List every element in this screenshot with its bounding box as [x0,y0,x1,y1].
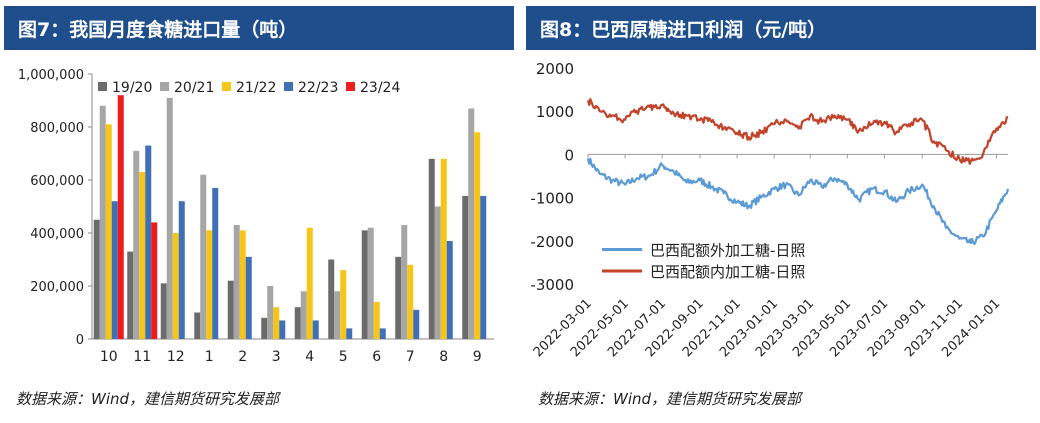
bar [200,174,207,339]
import-profit-panel: 图8：巴西原糖进口利润（元/吨） -3000 -2000 -1000 0 1000 200… [522,0,1040,423]
bar [273,307,280,339]
x-tick-label: 11 [133,349,151,365]
y-tick-label: 1,000,000 [18,68,84,83]
legend-swatch [346,82,355,91]
bar [267,286,274,339]
left-source-note: 数据来源：Wind，建信期货研究发展部 [16,390,280,408]
import-volume-panel: 图7：我国月度食糖进口量（吨） 0 200,000 400,000 600,000 80… [0,0,518,423]
legend-label: 22/23 [298,80,338,96]
bar [117,95,124,339]
bar [194,312,201,339]
bar [133,150,140,339]
legend-swatch [222,82,231,91]
x-tick-label: 5 [339,349,348,365]
legend-swatch [284,82,293,91]
bar [428,158,435,339]
import-profit-chart: -3000-2000-10000100020002022-03-012022-0… [530,60,1010,360]
bar [413,309,420,339]
bar [233,225,240,339]
bar [395,256,402,339]
x-tick-label: 3 [272,349,281,365]
legend-label: 巴西配额内加工糖-日照 [650,263,805,281]
y-tick-label: 1000 [536,103,574,121]
bar [178,201,185,339]
right-chart-title: 图8：巴西原糖进口利润（元/吨） [540,19,827,41]
bar [407,264,414,339]
bar [206,230,213,339]
bar [312,320,319,339]
y-tick-label: 800,000 [30,121,84,136]
bar [480,195,487,339]
y-tick-label: -1000 [530,190,574,208]
bar [111,201,118,339]
x-tick-label: 12 [167,349,185,365]
bar [93,219,100,339]
legend-label: 巴西配额外加工糖-日照 [650,241,805,259]
right-chart-header: 图8：巴西原糖进口利润（元/吨） [526,6,1036,50]
bar [172,233,179,339]
bar [334,291,341,339]
bar [127,251,134,339]
legend-label: 20/21 [174,80,214,96]
x-tick-label: 4 [305,349,314,365]
x-tick-label: 8 [439,349,448,365]
bar [440,158,447,339]
x-tick-label: 1 [205,349,214,365]
y-tick-label: 400,000 [30,227,84,242]
bar [239,230,246,339]
bar [294,307,301,339]
bar [245,256,252,339]
bar [434,206,441,339]
left-chart-title: 图7：我国月度食糖进口量（吨） [18,19,298,41]
bar [306,227,313,339]
bar [361,230,368,339]
bar [105,124,112,339]
y-tick-label: 0 [76,333,84,348]
bar [462,195,469,339]
series-line [586,98,1009,165]
import-volume-chart: 0 200,000 400,000 600,000 800,000 1,000,000 10… [18,68,494,365]
legend-label: 19/20 [112,80,152,96]
bar [160,283,167,339]
x-tick-label: 9 [473,349,482,365]
legend-label: 23/24 [360,80,400,96]
y-tick-label: 600,000 [30,174,84,189]
x-tick-label: 6 [372,349,381,365]
x-tick-label: 7 [406,349,415,365]
bar [279,320,286,339]
bar [446,240,453,339]
bar [212,187,219,339]
legend-swatch [160,82,169,91]
bar [373,301,380,339]
bar [145,145,152,339]
series-line [586,157,1010,245]
bar [468,108,475,339]
bar [340,270,347,339]
bar [401,225,408,339]
bar [474,132,481,339]
bar [300,291,307,339]
y-tick-label: 200,000 [30,280,84,295]
y-tick-label: 0 [564,146,574,164]
y-tick-label: -2000 [530,233,574,251]
bar [227,280,234,339]
y-tick-label: -3000 [530,276,574,294]
x-tick-label: 2 [238,349,247,365]
bar [151,222,158,339]
bar [367,227,374,339]
bar [328,259,335,339]
bar [166,97,173,339]
bar [379,328,386,339]
bar [346,328,353,339]
left-chart-header: 图7：我国月度食糖进口量（吨） [4,6,514,50]
legend-swatch [98,82,107,91]
right-source-note: 数据来源：Wind，建信期货研究发展部 [538,390,802,408]
bar [139,172,146,339]
bar [99,105,106,339]
legend-label: 21/22 [236,80,276,96]
y-tick-label: 2000 [536,60,574,78]
bar [261,317,268,339]
x-tick-label: 10 [100,349,118,365]
